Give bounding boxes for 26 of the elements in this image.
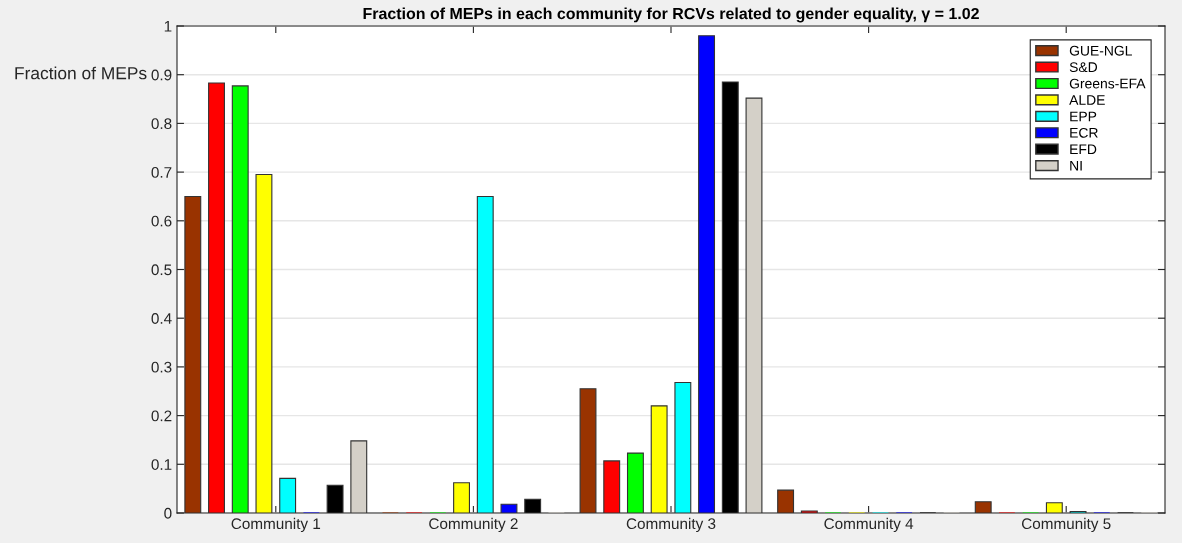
legend-label: Greens-EFA xyxy=(1069,78,1146,89)
legend-label: EPP xyxy=(1070,111,1097,122)
y-axis-title: Fraction of MEPs xyxy=(15,66,147,80)
y-tick-label: 0.5 xyxy=(151,264,172,276)
y-tick-label: 0.3 xyxy=(151,361,172,373)
y-tick-label: 1 xyxy=(164,21,172,32)
legend-label: S&D xyxy=(1069,62,1098,73)
legend-label: ECR xyxy=(1070,127,1098,138)
chart-title: Fraction of MEPs in each community for RCVs related to gender equality, γ = 1.02 xyxy=(363,7,979,23)
y-tick-label: 0.1 xyxy=(151,459,172,470)
y-tick-label: 0.2 xyxy=(151,410,172,422)
x-tick-label: Community 4 xyxy=(824,517,914,533)
x-tick-label: Community 1 xyxy=(231,517,321,533)
y-tick-label: 0.9 xyxy=(151,69,172,81)
legend-label: ALDE xyxy=(1069,95,1105,105)
legend-label: GUE-NGL xyxy=(1069,45,1132,56)
x-tick-label: Community 3 xyxy=(626,517,716,533)
y-tick-label: 0.7 xyxy=(151,166,172,178)
legend-label: EFD xyxy=(1070,144,1097,155)
y-tick-label: 0.8 xyxy=(151,118,172,130)
legend-label: NI xyxy=(1070,160,1082,171)
y-tick-label: 0 xyxy=(164,507,172,519)
x-tick-label: Community 2 xyxy=(429,517,518,533)
y-tick-label: 0.4 xyxy=(151,313,172,324)
y-tick-label: 0.6 xyxy=(151,215,172,227)
x-tick-label: Community 5 xyxy=(1021,517,1111,533)
